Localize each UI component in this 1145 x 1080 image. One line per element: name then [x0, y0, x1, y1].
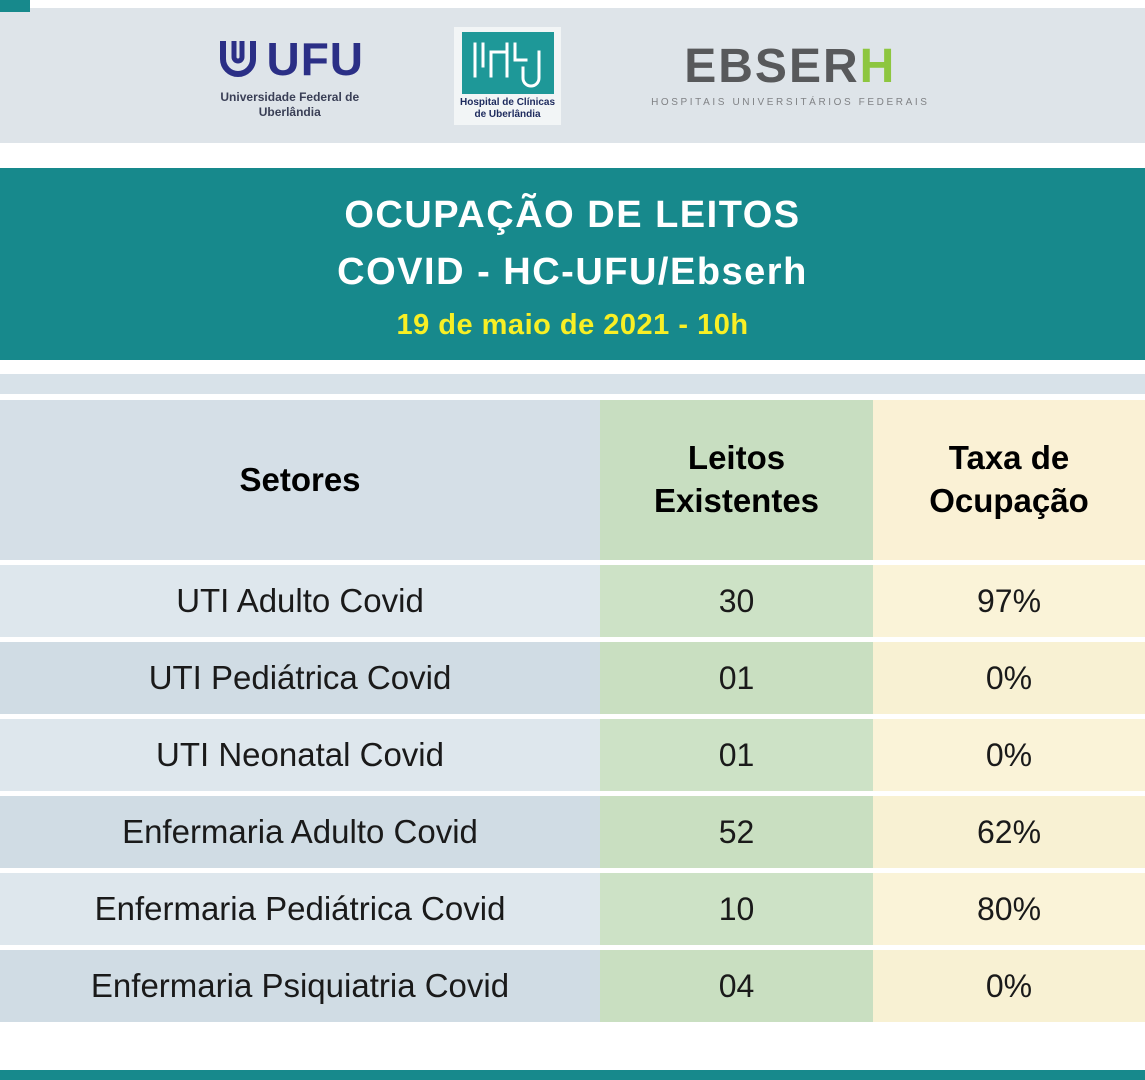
- column-header-setores: Setores: [0, 400, 600, 560]
- leitos-cell: 04: [600, 950, 873, 1022]
- hc-caption-line1: Hospital de Clínicas: [460, 96, 556, 108]
- ufu-subtitle-line2: Uberlândia: [258, 104, 321, 119]
- ufu-acronym: UFU: [266, 33, 365, 86]
- table-header-row: Setores Leitos Existentes Taxa de Ocupaç…: [0, 400, 1145, 560]
- table-row: UTI Adulto Covid 30 97%: [0, 565, 1145, 637]
- ufu-logo-row: UFU: [215, 32, 364, 86]
- leitos-cell: 30: [600, 565, 873, 637]
- table-row: UTI Pediátrica Covid 01 0%: [0, 642, 1145, 714]
- table-row: Enfermaria Psiquiatria Covid 04 0%: [0, 950, 1145, 1022]
- ebserh-acronym-gray: EBSER: [684, 40, 860, 93]
- setor-cell: Enfermaria Adulto Covid: [0, 796, 600, 868]
- leitos-cell: 10: [600, 873, 873, 945]
- taxa-cell: 0%: [873, 950, 1145, 1022]
- taxa-cell: 80%: [873, 873, 1145, 945]
- setor-cell: UTI Neonatal Covid: [0, 719, 600, 791]
- ebserh-wordmark: EBSERH: [684, 43, 896, 91]
- ufu-logo: UFU Universidade Federal de Uberlândia: [215, 32, 364, 119]
- title-line-2: COVID - HC-UFU/Ebserh: [337, 250, 808, 293]
- column-header-taxa-ocupacao: Taxa de Ocupação: [873, 400, 1145, 560]
- table-top-strip: [0, 374, 1145, 394]
- table-row: Enfermaria Pediátrica Covid 10 80%: [0, 873, 1145, 945]
- ufu-subtitle-line1: Universidade Federal de: [220, 90, 360, 105]
- leitos-cell: 01: [600, 719, 873, 791]
- setor-cell: UTI Pediátrica Covid: [0, 642, 600, 714]
- taxa-cell: 0%: [873, 719, 1145, 791]
- hc-caption: Hospital de Clínicas de Uberlândia: [460, 97, 555, 121]
- ufu-u-icon: [220, 41, 257, 78]
- table-row: UTI Neonatal Covid 01 0%: [0, 719, 1145, 791]
- logo-panel: UFU Universidade Federal de Uberlândia: [0, 8, 1145, 143]
- title-banner: OCUPAÇÃO DE LEITOS COVID - HC-UFU/Ebserh…: [0, 168, 1145, 360]
- date-line: 19 de maio de 2021 - 10h: [396, 308, 749, 341]
- hc-maze-icon: [461, 31, 554, 94]
- taxa-cell: 62%: [873, 796, 1145, 868]
- leitos-cell: 01: [600, 642, 873, 714]
- occupancy-table: Setores Leitos Existentes Taxa de Ocupaç…: [0, 400, 1145, 1022]
- ebserh-subtitle: HOSPITAIS UNIVERSITÁRIOS FEDERAIS: [651, 97, 930, 108]
- top-left-accent: [0, 0, 30, 12]
- title-line-1: OCUPAÇÃO DE LEITOS: [344, 193, 801, 236]
- hc-caption-line2: de Uberlândia: [474, 108, 541, 120]
- ebserh-acronym-green: H: [859, 40, 897, 93]
- leitos-cell: 52: [600, 796, 873, 868]
- setor-cell: Enfermaria Psiquiatria Covid: [0, 950, 600, 1022]
- setor-cell: UTI Adulto Covid: [0, 565, 600, 637]
- hc-logo: Hospital de Clínicas de Uberlândia: [454, 26, 562, 125]
- taxa-cell: 97%: [873, 565, 1145, 637]
- setor-cell: Enfermaria Pediátrica Covid: [0, 873, 600, 945]
- ebserh-logo: EBSERH HOSPITAIS UNIVERSITÁRIOS FEDERAIS: [651, 43, 930, 109]
- table-row: Enfermaria Adulto Covid 52 62%: [0, 796, 1145, 868]
- ufu-subtitle: Universidade Federal de Uberlândia: [220, 90, 359, 119]
- bottom-accent-bar: [0, 1070, 1145, 1080]
- column-header-leitos-existentes: Leitos Existentes: [600, 400, 873, 560]
- table-body: UTI Adulto Covid 30 97% UTI Pediátrica C…: [0, 565, 1145, 1022]
- bottom-spacer: [0, 1022, 1145, 1070]
- taxa-cell: 0%: [873, 642, 1145, 714]
